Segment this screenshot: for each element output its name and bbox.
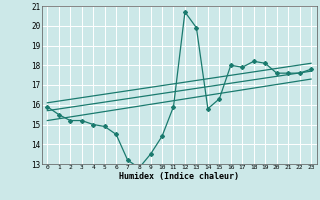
X-axis label: Humidex (Indice chaleur): Humidex (Indice chaleur) <box>119 172 239 181</box>
